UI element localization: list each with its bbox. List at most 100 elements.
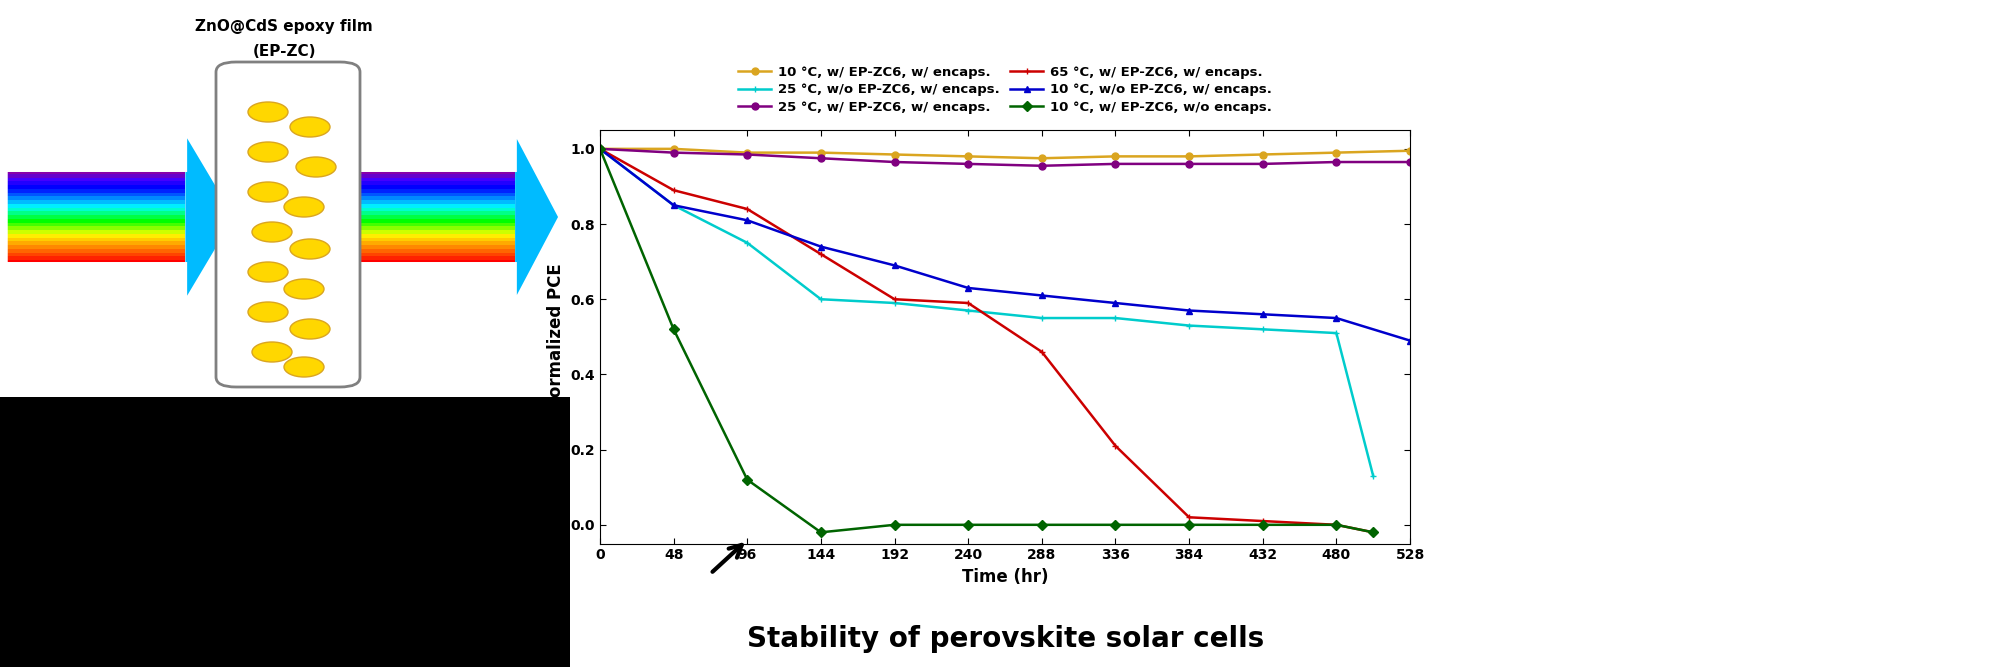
10 °C, w/o EP-ZC6, w/ encaps. [882,261,906,269]
10 °C, w/ EP-ZC6, w/ encaps. [1030,154,1054,162]
Bar [356,200,516,204]
65 °C, w/ EP-ZC6, w/ encaps. [662,186,686,194]
65 °C, w/ EP-ZC6, w/ encaps. [1104,442,1128,450]
Bar [356,193,516,196]
Bar [356,207,516,211]
Polygon shape [186,132,236,302]
10 °C, w/o EP-ZC6, w/ encaps. [1178,307,1202,315]
10 °C, w/o EP-ZC6, w/ encaps. [1104,299,1128,307]
Bar [6,256,186,260]
25 °C, w/ EP-ZC6, w/ encaps. [1178,160,1202,168]
Y-axis label: Normalized PCE: Normalized PCE [546,263,564,411]
25 °C, w/o EP-ZC6, w/ encaps. [1178,321,1202,329]
65 °C, w/ EP-ZC6, w/ encaps. [882,295,906,303]
Bar [356,204,516,207]
10 °C, w/ EP-ZC6, w/ encaps. [1250,151,1274,159]
10 °C, w/ EP-ZC6, w/o encaps. [1030,521,1054,529]
65 °C, w/ EP-ZC6, w/ encaps. [1178,514,1202,522]
Bar [6,249,186,253]
Bar [6,200,186,204]
25 °C, w/o EP-ZC6, w/ encaps. [588,145,612,153]
10 °C, w/ EP-ZC6, w/o encaps. [1362,528,1386,536]
10 °C, w/ EP-ZC6, w/o encaps. [1104,521,1128,529]
Circle shape [290,239,330,259]
Bar [356,215,516,219]
Bar [356,245,516,249]
10 °C, w/ EP-ZC6, w/ encaps. [588,145,612,153]
65 °C, w/ EP-ZC6, w/ encaps. [736,205,760,213]
Bar [6,181,186,185]
10 °C, w/o EP-ZC6, w/ encaps. [956,284,980,292]
Bar [6,226,186,230]
10 °C, w/ EP-ZC6, w/ encaps. [1178,152,1202,160]
Polygon shape [336,407,560,587]
Polygon shape [6,407,236,587]
25 °C, w/ EP-ZC6, w/ encaps. [1104,160,1128,168]
25 °C, w/ EP-ZC6, w/ encaps. [662,149,686,157]
25 °C, w/o EP-ZC6, w/ encaps. [1362,472,1386,480]
25 °C, w/ EP-ZC6, w/ encaps. [588,145,612,153]
10 °C, w/ EP-ZC6, w/ encaps. [956,152,980,160]
10 °C, w/ EP-ZC6, w/ encaps. [1398,147,1422,155]
10 °C, w/ EP-ZC6, w/o encaps. [882,521,906,529]
Circle shape [290,117,330,137]
Bar [6,177,186,181]
25 °C, w/ EP-ZC6, w/ encaps. [736,151,760,159]
Bar [6,253,186,256]
Circle shape [296,157,336,177]
Text: Solar RRL, 2400226, (2024): Solar RRL, 2400226, (2024) [1476,420,1686,434]
10 °C, w/o EP-ZC6, w/ encaps. [736,216,760,224]
Bar [356,219,516,223]
Bar [356,226,516,230]
65 °C, w/ EP-ZC6, w/ encaps. [956,299,980,307]
Circle shape [248,262,288,282]
Circle shape [248,102,288,122]
10 °C, w/o EP-ZC6, w/ encaps. [662,201,686,209]
10 °C, w/o EP-ZC6, w/ encaps. [1030,291,1054,299]
Polygon shape [6,132,236,302]
25 °C, w/ EP-ZC6, w/ encaps. [1324,158,1348,166]
FancyBboxPatch shape [216,62,360,387]
10 °C, w/o EP-ZC6, w/ encaps. [1324,314,1348,322]
Text: Mitigating the Degradation of MAPbI₃
Perovskite Solar Cells Under Continuous
Lig: Mitigating the Degradation of MAPbI₃ Per… [1528,145,1904,282]
Bar [6,241,186,245]
Bar [6,260,186,263]
Bar [6,185,186,189]
Bar [356,211,516,215]
Bar [356,249,516,253]
10 °C, w/ EP-ZC6, w/ encaps. [662,145,686,153]
Bar [356,260,516,263]
Bar [6,237,186,241]
Circle shape [284,197,324,217]
Bar [356,185,516,189]
Bar [356,223,516,226]
65 °C, w/ EP-ZC6, w/ encaps. [1030,348,1054,356]
10 °C, w/ EP-ZC6, w/ encaps. [1324,149,1348,157]
10 °C, w/ EP-ZC6, w/ encaps. [808,149,832,157]
Bar [356,230,516,234]
10 °C, w/ EP-ZC6, w/o encaps. [1250,521,1274,529]
65 °C, w/ EP-ZC6, w/ encaps. [1362,528,1386,536]
Bar [356,170,516,174]
25 °C, w/ EP-ZC6, w/ encaps. [1030,162,1054,170]
Circle shape [248,302,288,322]
10 °C, w/ EP-ZC6, w/o encaps. [662,325,686,334]
Polygon shape [356,132,560,302]
10 °C, w/ EP-ZC6, w/o encaps. [736,476,760,484]
25 °C, w/o EP-ZC6, w/ encaps. [956,307,980,315]
65 °C, w/ EP-ZC6, w/ encaps. [1250,517,1274,525]
25 °C, w/o EP-ZC6, w/ encaps. [1030,314,1054,322]
Bar [6,211,186,215]
25 °C, w/ EP-ZC6, w/ encaps. [956,160,980,168]
25 °C, w/ EP-ZC6, w/ encaps. [1398,158,1422,166]
Circle shape [284,357,324,377]
65 °C, w/ EP-ZC6, w/ encaps. [1324,521,1348,529]
Line: 10 °C, w/o EP-ZC6, w/ encaps.: 10 °C, w/o EP-ZC6, w/ encaps. [596,145,1414,344]
Bar [6,245,186,249]
Bar [0,397,570,667]
Bar [0,0,570,397]
10 °C, w/ EP-ZC6, w/o encaps. [588,145,612,153]
10 °C, w/ EP-ZC6, w/ encaps. [882,151,906,159]
25 °C, w/o EP-ZC6, w/ encaps. [1250,325,1274,334]
Bar [356,234,516,237]
